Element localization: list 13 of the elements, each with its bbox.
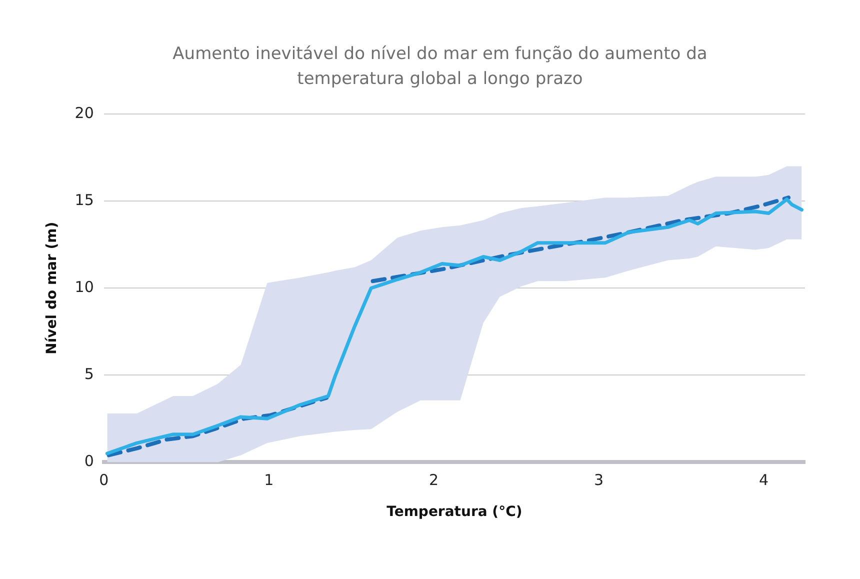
y-tick-label: 5 [84, 365, 94, 384]
y-tick-label: 20 [74, 104, 94, 122]
y-tick-label: 0 [84, 452, 94, 470]
x-tick-label: 1 [264, 471, 274, 490]
x-axis-title: Temperatura (°C) [386, 504, 522, 520]
x-tick-label: 0 [99, 471, 109, 490]
y-tick-label: 15 [74, 190, 94, 209]
y-tick-label: 10 [74, 278, 94, 296]
chart-title: Aumento inevitável do nível do mar em função do aumento da temperatura global a longo prazo [172, 43, 708, 91]
x-tick-label: 2 [429, 471, 439, 490]
x-tick-label: 3 [594, 471, 604, 490]
y-axis-title: Nível do mar (m) [44, 222, 60, 354]
x-tick-label: 4 [758, 471, 769, 490]
